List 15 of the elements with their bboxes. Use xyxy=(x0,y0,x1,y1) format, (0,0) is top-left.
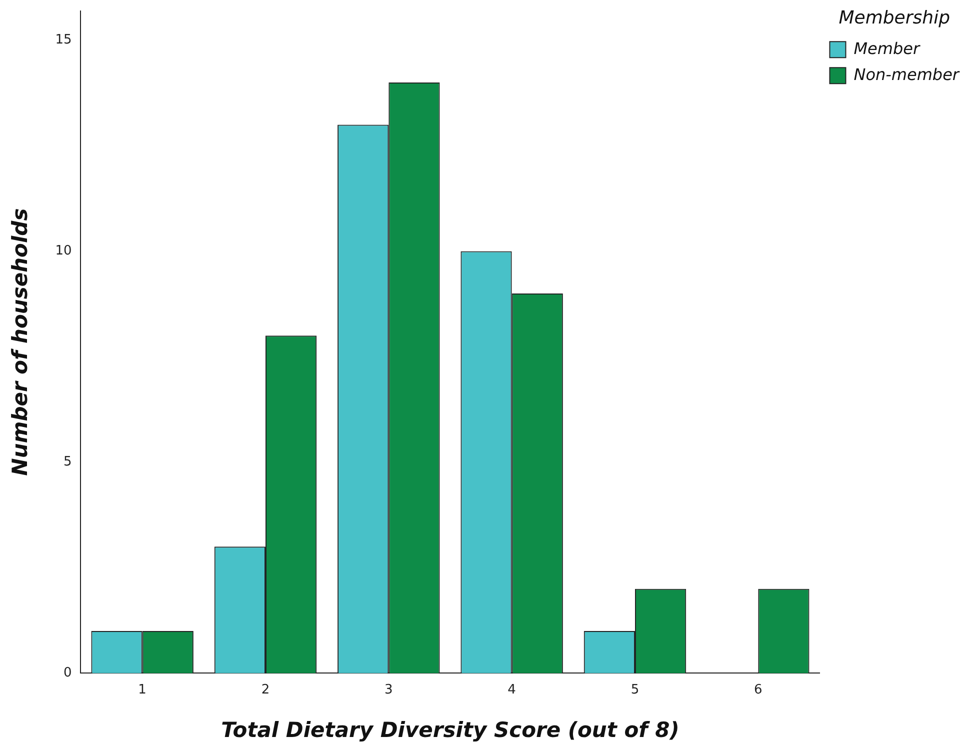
x-axis-title: Total Dietary Diversity Score (out of 8) xyxy=(221,718,680,742)
y-tick-label: 0 xyxy=(63,666,72,681)
x-tick-label: 3 xyxy=(384,682,393,698)
x-tick-label: 6 xyxy=(754,682,762,698)
y-tick-label: 5 xyxy=(63,454,72,470)
y-axis-title: Number of households xyxy=(8,208,32,476)
y-tick-label: 10 xyxy=(55,244,72,259)
x-tick-label: 4 xyxy=(508,682,516,698)
x-tick-label: 1 xyxy=(138,682,146,698)
x-tick-label: 2 xyxy=(261,682,270,698)
legend-title: Membership xyxy=(838,8,950,29)
x-tick-label: 5 xyxy=(630,682,640,698)
legend-label: Non-member xyxy=(854,64,960,84)
y-tick-label: 15 xyxy=(55,32,72,48)
legend-label: Member xyxy=(854,38,921,58)
